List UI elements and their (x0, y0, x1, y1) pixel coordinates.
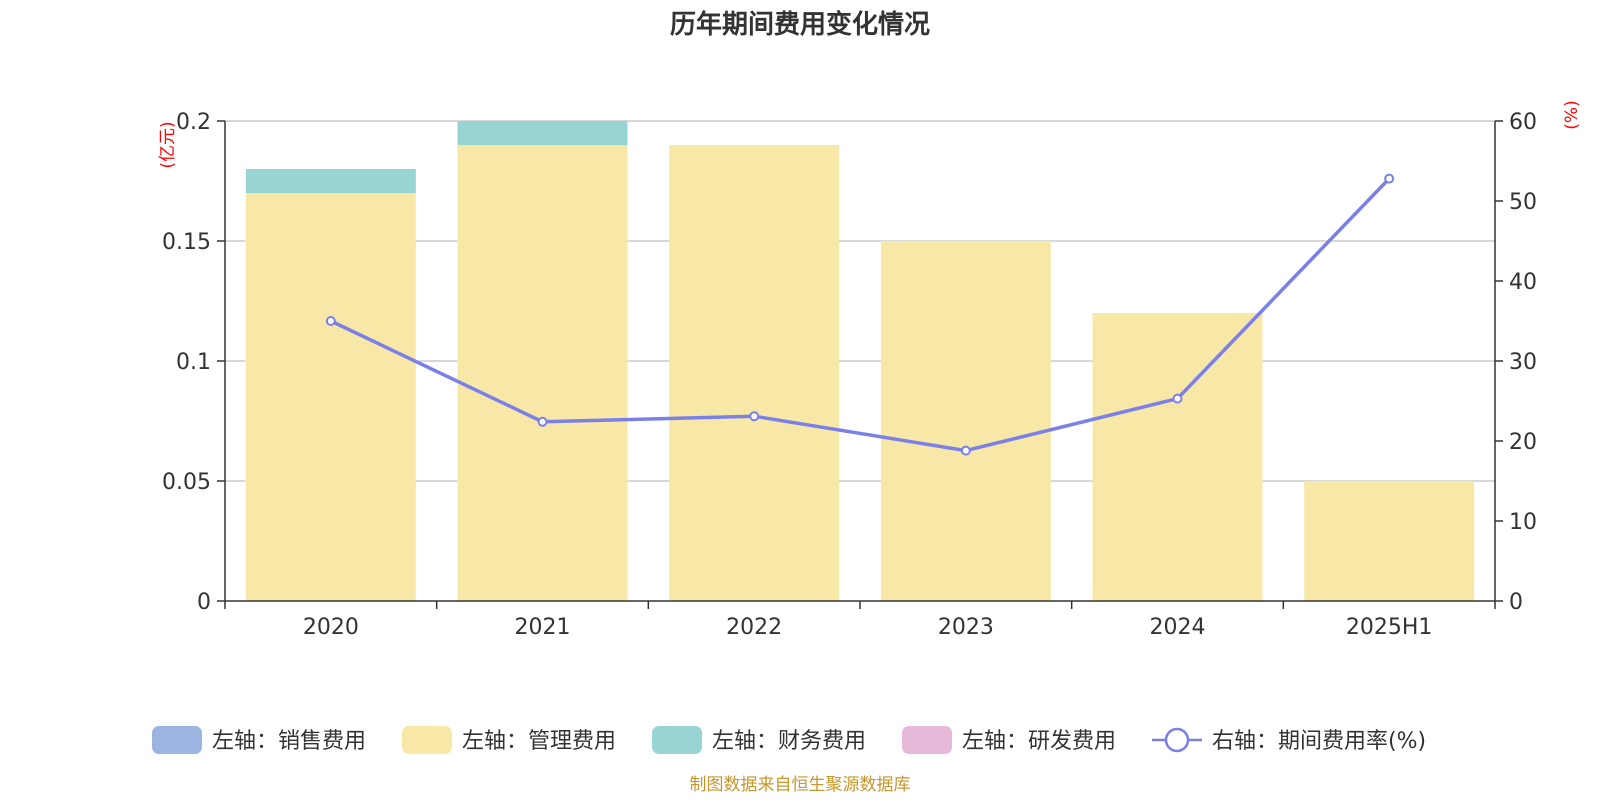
chart-title: 历年期间费用变化情况 (670, 9, 930, 40)
rate-point (325, 316, 336, 326)
left-tick-label: 0 (197, 590, 211, 615)
bar-segment (245, 193, 416, 601)
right-tick-label: 20 (1509, 430, 1537, 455)
axes: 0 0.05 0.1 0.15 0.2 0 10 20 30 40 50 60 2020 2021 2022… (162, 110, 1537, 640)
rate-line (325, 173, 1395, 456)
right-tick-label: 30 (1509, 350, 1537, 375)
bars (245, 121, 1475, 601)
right-tick-label: 50 (1509, 190, 1537, 215)
rate-point (1384, 173, 1395, 184)
x-tick-label: 2023 (938, 615, 994, 640)
left-axis-unit: (亿元) (158, 121, 178, 168)
rate-line-path (330, 177, 1391, 453)
rate-point (960, 445, 971, 456)
right-tick-label: 10 (1509, 510, 1537, 535)
x-tick-label: 2021 (515, 615, 571, 640)
bar-segment (1092, 313, 1263, 601)
legend-label: 左轴：财务费用 (712, 729, 866, 754)
x-tick-label: 2025H1 (1346, 615, 1433, 640)
rate-point (1172, 393, 1183, 404)
legend-label: 左轴：销售费用 (212, 729, 366, 754)
legend-label: 右轴：期间费用率(%) (1212, 729, 1426, 754)
legend-marker (1164, 727, 1190, 753)
legend-label: 左轴：研发费用 (962, 729, 1116, 754)
bar-segment (1304, 481, 1475, 601)
data-source: 制图数据来自恒生聚源数据库 (690, 775, 911, 795)
legend: 左轴：销售费用 左轴：管理费用 左轴：财务费用 左轴：研发费用 右轴：期间费用率(%) (152, 726, 1426, 754)
legend-swatch (652, 726, 702, 754)
legend-swatch (402, 726, 452, 754)
left-tick-label: 0.1 (176, 350, 211, 375)
x-tick-label: 2020 (303, 615, 359, 640)
bar-segment (457, 145, 628, 601)
rate-point (749, 411, 760, 422)
right-tick-label: 60 (1509, 110, 1537, 135)
rate-point (537, 416, 548, 427)
x-tick-label: 2022 (726, 615, 782, 640)
left-tick-label: 0.2 (176, 110, 211, 135)
legend-swatch (902, 726, 952, 754)
left-tick-label: 0.15 (162, 230, 211, 255)
right-tick-label: 40 (1509, 270, 1537, 295)
bar-segment (669, 145, 840, 601)
right-tick-label: 0 (1509, 590, 1523, 615)
x-tick-label: 2024 (1150, 615, 1206, 640)
bar-segment (245, 169, 416, 193)
legend-swatch (152, 726, 202, 754)
gridlines (225, 120, 1495, 482)
bar-segment (457, 121, 628, 145)
bar-segment (880, 241, 1051, 601)
legend-label: 左轴：管理费用 (462, 729, 616, 754)
right-axis-unit: (%) (1562, 100, 1582, 129)
left-tick-label: 0.05 (162, 470, 211, 495)
